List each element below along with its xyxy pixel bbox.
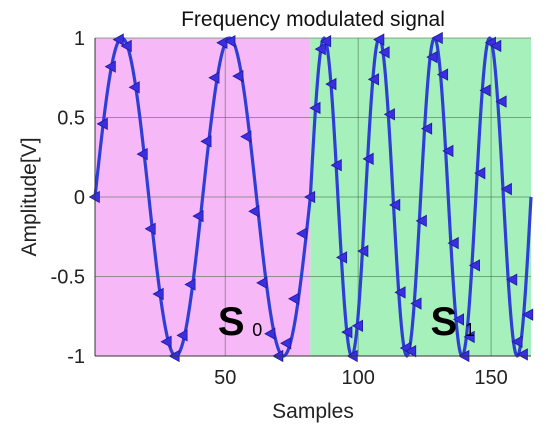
data-point-marker bbox=[367, 73, 379, 86]
data-point-marker bbox=[208, 71, 220, 84]
data-point-marker bbox=[516, 348, 528, 361]
data-point-marker bbox=[378, 46, 390, 59]
data-point-marker bbox=[447, 236, 459, 250]
y-tick-label: 0 bbox=[74, 187, 85, 209]
data-point-marker bbox=[176, 329, 188, 342]
data-point-marker bbox=[152, 287, 164, 301]
data-point-marker bbox=[96, 117, 108, 131]
data-point-marker bbox=[426, 50, 438, 64]
data-point-marker bbox=[394, 286, 406, 299]
data-point-marker bbox=[296, 227, 308, 240]
data-point-marker bbox=[192, 209, 204, 223]
data-point-marker bbox=[128, 81, 140, 94]
data-point-marker bbox=[325, 77, 337, 91]
data-point-marker bbox=[351, 319, 363, 332]
data-point-marker bbox=[357, 244, 369, 258]
data-point-marker bbox=[383, 108, 395, 121]
data-point-marker bbox=[304, 190, 316, 204]
y-axis-label: Amplitude[V] bbox=[18, 137, 41, 256]
data-point-marker bbox=[506, 273, 518, 286]
data-point-marker bbox=[144, 222, 156, 235]
x-tick-label: 50 bbox=[214, 367, 236, 389]
data-point-marker bbox=[264, 327, 276, 340]
data-point-marker bbox=[362, 152, 374, 166]
data-point-marker bbox=[452, 313, 465, 326]
data-point-marker bbox=[184, 278, 196, 291]
data-point-marker bbox=[136, 147, 148, 161]
data-point-marker bbox=[373, 33, 385, 46]
data-point-marker bbox=[500, 182, 512, 196]
data-point-marker bbox=[389, 198, 401, 212]
y-tick-label: -1 bbox=[67, 346, 85, 368]
data-point-marker bbox=[216, 36, 228, 49]
data-point-marker bbox=[405, 345, 417, 358]
y-tick-label: -0.5 bbox=[51, 267, 85, 289]
y-tick-label: 1 bbox=[74, 28, 85, 50]
data-point-marker bbox=[224, 35, 236, 48]
data-point-marker bbox=[200, 135, 212, 148]
data-point-marker bbox=[420, 122, 433, 135]
signal-series bbox=[88, 31, 534, 363]
data-point-marker bbox=[415, 214, 427, 228]
x-tick-label: 100 bbox=[342, 367, 375, 389]
data-point-marker bbox=[256, 276, 268, 290]
data-point-marker bbox=[522, 308, 534, 321]
segment-label-0: S bbox=[218, 300, 245, 344]
data-point-marker bbox=[463, 330, 475, 344]
data-point-marker bbox=[431, 31, 443, 45]
data-point-marker bbox=[335, 251, 348, 264]
data-point-marker bbox=[120, 39, 132, 53]
data-point-marker bbox=[88, 190, 100, 204]
data-point-marker bbox=[330, 159, 342, 172]
data-point-marker bbox=[309, 101, 321, 115]
data-point-marker bbox=[410, 297, 422, 310]
data-point-marker bbox=[442, 144, 454, 158]
data-point-marker bbox=[288, 292, 300, 305]
data-point-marker bbox=[314, 42, 326, 56]
data-point-marker bbox=[490, 39, 502, 53]
chart-title: Frequency modulated signal bbox=[181, 8, 445, 31]
data-point-marker bbox=[479, 84, 491, 97]
segment-label-subscript-1: 1 bbox=[465, 320, 475, 340]
x-axis-label: Samples bbox=[272, 400, 354, 423]
data-point-marker bbox=[495, 95, 507, 108]
y-tick-label: 0.5 bbox=[57, 108, 85, 130]
data-point-marker bbox=[341, 325, 353, 339]
data-point-marker bbox=[112, 33, 124, 46]
data-point-marker bbox=[248, 205, 260, 218]
data-point-marker bbox=[240, 130, 252, 143]
data-point-marker bbox=[232, 69, 244, 83]
data-point-marker bbox=[436, 68, 449, 81]
data-point-marker bbox=[468, 259, 480, 272]
data-point-marker bbox=[104, 60, 116, 73]
data-point-marker bbox=[280, 337, 292, 350]
data-point-marker bbox=[319, 35, 332, 48]
segment-label-1: S bbox=[431, 300, 458, 344]
data-point-marker bbox=[511, 335, 523, 348]
data-point-marker bbox=[160, 335, 172, 348]
data-point-marker bbox=[474, 166, 486, 180]
x-tick-label: 150 bbox=[474, 367, 507, 389]
segment-label-subscript-0: 0 bbox=[252, 320, 262, 340]
